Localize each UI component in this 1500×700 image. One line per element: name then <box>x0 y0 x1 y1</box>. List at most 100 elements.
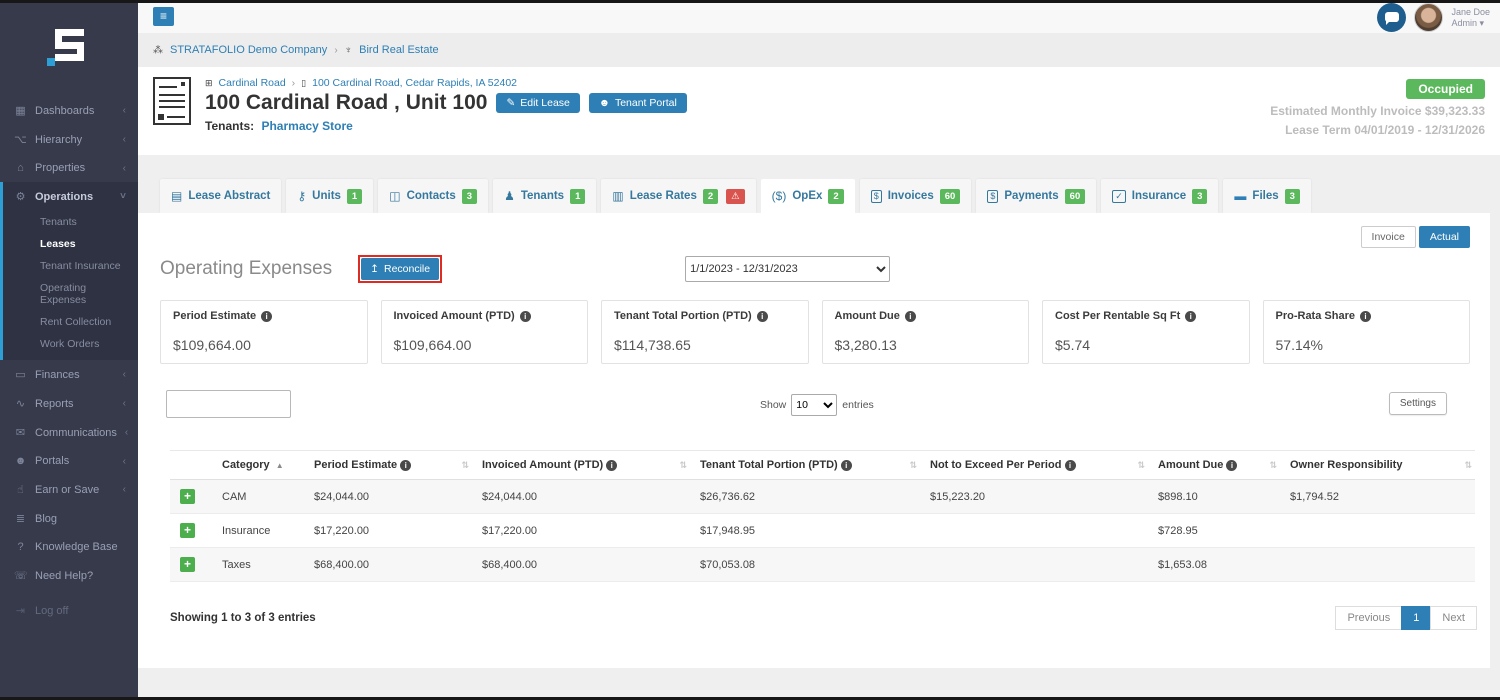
sidebar-subitem-tenant-insurance[interactable]: Tenant Insurance <box>40 260 121 272</box>
sidebar-item-log-off[interactable]: ⇥ Log off <box>0 596 138 625</box>
column-header-category[interactable]: Category ▲ <box>212 450 304 480</box>
sidebar-item-knowledge-base[interactable]: ? Knowledge Base <box>0 533 138 561</box>
sidebar-subitem-tenants[interactable]: Tenants <box>40 216 77 228</box>
count-badge: 1 <box>346 188 363 204</box>
lease-tabs: ▤ Lease Abstract ⚷ Units 1 ◫ Contacts 3 … <box>138 155 1500 213</box>
user-name: Jane Doe <box>1451 6 1490 17</box>
reconcile-button[interactable]: ↥ Reconcile <box>361 258 440 280</box>
sidebar-item-hierarchy[interactable]: ⌥ Hierarchy ‹ <box>0 125 138 154</box>
info-icon[interactable]: i <box>1185 310 1197 322</box>
sidebar-item-operations[interactable]: ⚙ Operations ˅ <box>3 182 138 211</box>
cell-amount-due: $898.10 <box>1148 479 1280 514</box>
previous-page-button[interactable]: Previous <box>1335 606 1403 630</box>
actual-toggle-button[interactable]: Actual <box>1418 226 1470 248</box>
table-row: + Insurance $17,220.00 $17,220.00 $17,94… <box>170 513 1475 548</box>
sidebar-subitem-work-orders[interactable]: Work Orders <box>40 338 100 350</box>
unit-icon: ▯ <box>301 77 307 88</box>
tab-lease-abstract[interactable]: ▤ Lease Abstract <box>160 179 282 213</box>
table-summary: Showing 1 to 3 of 3 entries <box>170 612 316 624</box>
sidebar-item-earn-or-save[interactable]: ☝ Earn or Save ‹ <box>0 475 138 504</box>
column-header-amount-due[interactable]: Amount Due i ⇅ <box>1148 450 1280 480</box>
invoice-toggle-button[interactable]: Invoice <box>1360 226 1416 248</box>
person-icon: ♟ <box>504 189 515 203</box>
info-icon[interactable]: i <box>519 310 531 322</box>
cell-amount-due: $1,653.08 <box>1148 547 1280 582</box>
tenant-link[interactable]: Pharmacy Store <box>261 119 353 133</box>
chat-icon[interactable] <box>1377 3 1407 32</box>
menu-toggle-button[interactable]: ≡ <box>153 7 174 26</box>
tab-units[interactable]: ⚷ Units 1 <box>286 179 374 213</box>
sidebar-subitem-rent-collection[interactable]: Rent Collection <box>40 316 112 328</box>
bottom-border <box>0 697 1500 700</box>
card-value: $3,280.13 <box>834 337 897 353</box>
sidebar-item-label: Log off <box>35 604 69 617</box>
info-icon[interactable]: i <box>1064 460 1076 471</box>
card-value: 57.14% <box>1275 337 1323 353</box>
sidebar-item-blog[interactable]: ≣ Blog <box>0 504 138 533</box>
column-header-invoiced-amount[interactable]: Invoiced Amount (PTD) i ⇅ <box>472 450 690 480</box>
tab-invoices[interactable]: $ Invoices 60 <box>859 179 972 213</box>
expand-row-button[interactable]: + <box>180 523 195 538</box>
shield-check-icon: ✓ <box>1112 189 1126 203</box>
unit-crumb-link[interactable]: 100 Cardinal Road, Cedar Rapids, IA 5240… <box>312 77 518 89</box>
sidebar-item-need-help[interactable]: ☏ Need Help? <box>0 561 138 590</box>
breadcrumb-company-link[interactable]: STRATAFOLIO Demo Company <box>170 44 328 56</box>
property-header: ⊞ Cardinal Road › ▯ 100 Cardinal Road, C… <box>138 67 1500 155</box>
column-header-period-estimate[interactable]: Period Estimate i ⇅ <box>304 450 472 480</box>
contact-card-icon: ◫ <box>389 189 401 203</box>
next-page-button[interactable]: Next <box>1430 606 1477 630</box>
tab-files[interactable]: ▬ Files 3 <box>1223 179 1311 213</box>
tab-contacts[interactable]: ◫ Contacts 3 <box>378 179 489 213</box>
info-icon[interactable]: i <box>1359 310 1371 322</box>
tab-opex[interactable]: ($) OpEx 2 <box>760 179 855 213</box>
breadcrumb-entity-link[interactable]: Bird Real Estate <box>359 44 439 56</box>
info-icon[interactable]: i <box>756 310 768 322</box>
alert-badge: ⚠ <box>726 188 745 204</box>
tenant-portal-button[interactable]: ☻ Tenant Portal <box>588 93 687 113</box>
period-select[interactable]: 1/1/2023 - 12/31/2023 <box>685 256 891 282</box>
column-header-not-to-exceed[interactable]: Not to Exceed Per Period i ⇅ <box>920 450 1148 480</box>
sidebar-subitem-operating-expenses[interactable]: Operating Expenses <box>40 282 87 306</box>
sidebar-item-label: Finances <box>35 368 80 381</box>
expand-row-button[interactable]: + <box>180 489 195 504</box>
column-header-owner-responsibility[interactable]: Owner Responsibility ⇅ <box>1280 450 1475 480</box>
info-icon[interactable]: i <box>606 460 618 471</box>
sort-icon: ⇅ <box>461 460 469 470</box>
tab-insurance[interactable]: ✓ Insurance 3 <box>1101 179 1219 213</box>
column-header-tenant-total-portion[interactable]: Tenant Total Portion (PTD) i ⇅ <box>690 450 920 480</box>
info-icon[interactable]: i <box>840 460 852 471</box>
cell-invoiced-amount: $24,044.00 <box>472 479 690 514</box>
page-1-button[interactable]: 1 <box>1401 606 1432 630</box>
sort-icon: ⇅ <box>1464 460 1472 470</box>
sidebar-item-portals[interactable]: ☻ Portals ‹ <box>0 447 138 475</box>
property-crumb-link[interactable]: Cardinal Road <box>218 77 286 89</box>
info-icon[interactable]: i <box>904 310 916 322</box>
user-zone: Jane Doe Admin ▾ <box>1377 3 1490 32</box>
portals-icon: ☻ <box>14 455 27 467</box>
sidebar-item-label: Portals <box>35 455 70 467</box>
edit-lease-button[interactable]: ✎ Edit Lease <box>496 93 580 113</box>
chevron-left-icon: ‹ <box>122 105 126 116</box>
tab-tenants[interactable]: ♟ Tenants 1 <box>493 179 597 213</box>
search-input[interactable] <box>166 390 291 418</box>
tab-lease-rates[interactable]: ▥ Lease Rates 2 ⚠ <box>601 179 756 213</box>
sidebar-item-reports[interactable]: ∿ Reports ‹ <box>0 389 138 418</box>
expand-row-button[interactable]: + <box>180 557 195 572</box>
upload-icon: ↥ <box>370 263 379 275</box>
sidebar-subitem-leases[interactable]: Leases <box>40 238 76 250</box>
sidebar-item-properties[interactable]: ⌂ Properties ‹ <box>0 154 138 182</box>
settings-button[interactable]: Settings <box>1388 392 1447 415</box>
sidebar-item-label: Communications <box>35 426 117 439</box>
avatar[interactable] <box>1414 3 1444 32</box>
sidebar-item-communications[interactable]: ✉ Communications ‹ <box>0 418 138 447</box>
card-value: $109,664.00 <box>393 337 472 353</box>
sidebar-item-dashboards[interactable]: ▦ Dashboards ‹ <box>0 96 138 125</box>
sidebar-item-finances[interactable]: ▭ Finances ‹ <box>0 360 138 389</box>
tab-payments[interactable]: $ Payments 60 <box>976 179 1097 213</box>
chevron-down-icon: ˅ <box>120 191 126 202</box>
info-icon[interactable]: i <box>261 310 273 322</box>
info-icon[interactable]: i <box>1226 460 1238 471</box>
user-menu[interactable]: Jane Doe Admin ▾ <box>1451 7 1490 29</box>
page-size-select[interactable]: 10 <box>791 394 838 416</box>
info-icon[interactable]: i <box>400 460 412 471</box>
